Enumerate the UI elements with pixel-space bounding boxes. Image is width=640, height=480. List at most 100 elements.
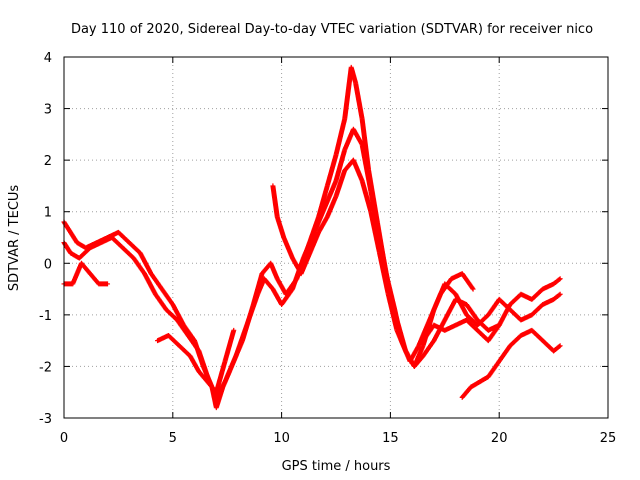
sample-markers <box>153 292 169 312</box>
sample-markers <box>421 339 436 358</box>
sample-markers <box>386 292 400 332</box>
plot-frame <box>63 56 609 419</box>
sample-markers <box>530 328 545 343</box>
sample-markers <box>333 117 347 157</box>
sample-markers <box>460 385 473 400</box>
sample-markers <box>541 338 556 353</box>
sample-markers <box>170 303 186 327</box>
sample-markers <box>270 287 284 307</box>
sample-markers <box>110 235 125 250</box>
sample-markers <box>307 230 321 255</box>
sample-markers <box>519 312 534 323</box>
y-tick-label: 4 <box>44 51 52 66</box>
sample-markers <box>325 153 339 188</box>
sample-markers <box>508 307 523 322</box>
sample-markers <box>325 194 339 219</box>
sample-markers <box>541 297 556 307</box>
x-tick-label: 0 <box>60 431 68 446</box>
sample-markers <box>275 277 288 296</box>
sample-markers <box>454 317 469 328</box>
sample-markers <box>149 272 164 291</box>
x-tick-label: 15 <box>382 431 399 446</box>
sample-markers <box>275 215 286 239</box>
sample-markers <box>262 277 275 291</box>
sample-markers <box>431 282 447 312</box>
sample-markers <box>377 251 391 296</box>
sample-markers <box>394 328 408 353</box>
x-tick-labels: 0 5 10 15 20 25 <box>60 431 616 446</box>
series-arc-7 <box>420 276 563 344</box>
sample-markers <box>177 344 192 358</box>
sample-markers <box>443 323 458 333</box>
sample-markers <box>443 282 458 296</box>
sample-markers <box>186 333 201 353</box>
sample-markers <box>449 271 464 281</box>
sample-markers <box>312 205 328 234</box>
sample-markers <box>475 313 490 327</box>
sample-markers <box>166 333 181 348</box>
sample-markers <box>268 261 280 281</box>
sample-markers <box>299 251 312 276</box>
sample-markers <box>508 292 523 307</box>
sample-markers <box>138 251 153 276</box>
sample-markers <box>116 230 131 245</box>
sample-markers <box>333 169 347 198</box>
y-tick-label: 2 <box>44 154 52 169</box>
y-tick-labels: -3 -2 -1 0 1 2 3 4 <box>39 51 52 427</box>
x-tick-label: 5 <box>169 431 177 446</box>
y-tick-label: -1 <box>39 309 52 324</box>
chart-title: Day 110 of 2020, Sidereal Day-to-day VTE… <box>71 22 593 37</box>
series-arc-3 <box>61 260 111 287</box>
sample-markers <box>214 359 228 394</box>
sample-markers <box>552 344 562 353</box>
y-tick-label: 1 <box>44 206 52 221</box>
sample-markers <box>244 292 260 327</box>
sample-markers <box>508 333 523 348</box>
sample-markers <box>181 323 197 343</box>
sample-markers <box>475 328 490 343</box>
data-point <box>231 327 237 333</box>
sample-markers <box>541 281 556 292</box>
sample-markers <box>552 292 562 302</box>
sample-markers <box>62 220 73 234</box>
sample-markers <box>77 246 92 260</box>
sample-markers <box>464 303 480 322</box>
series-arc-2 <box>61 126 502 400</box>
sample-markers <box>353 81 365 121</box>
sample-markers <box>197 369 210 384</box>
sample-markers <box>279 287 295 307</box>
sample-markers <box>351 127 365 147</box>
sample-markers <box>222 328 236 363</box>
sample-markers <box>79 261 92 276</box>
sample-markers <box>486 297 502 317</box>
sample-markers <box>530 302 545 317</box>
sample-markers <box>121 246 136 260</box>
sample-markers <box>88 240 103 250</box>
sample-markers <box>233 323 249 358</box>
series-arc-6 <box>459 327 563 400</box>
sample-markers <box>99 235 114 245</box>
x-tick-label: 20 <box>491 431 508 446</box>
sample-markers <box>127 240 142 255</box>
grid <box>64 57 608 418</box>
sample-markers <box>464 313 480 327</box>
sample-markers <box>359 179 373 214</box>
x-tick-label: 25 <box>600 431 617 446</box>
sample-markers <box>351 158 365 183</box>
sample-markers <box>164 307 179 322</box>
sample-markers <box>453 292 469 317</box>
sample-markers <box>316 215 330 234</box>
sample-markers <box>222 354 238 384</box>
sample-markers <box>349 65 358 85</box>
sample-markers <box>62 241 73 255</box>
sample-markers <box>323 179 339 208</box>
data-point <box>470 286 476 292</box>
sample-markers <box>156 333 170 343</box>
data-point <box>557 276 563 282</box>
sample-markers <box>160 287 175 307</box>
y-tick-label: 0 <box>44 257 52 272</box>
sample-markers <box>368 210 382 255</box>
tick-marks <box>63 56 609 419</box>
sample-markers <box>142 272 158 296</box>
